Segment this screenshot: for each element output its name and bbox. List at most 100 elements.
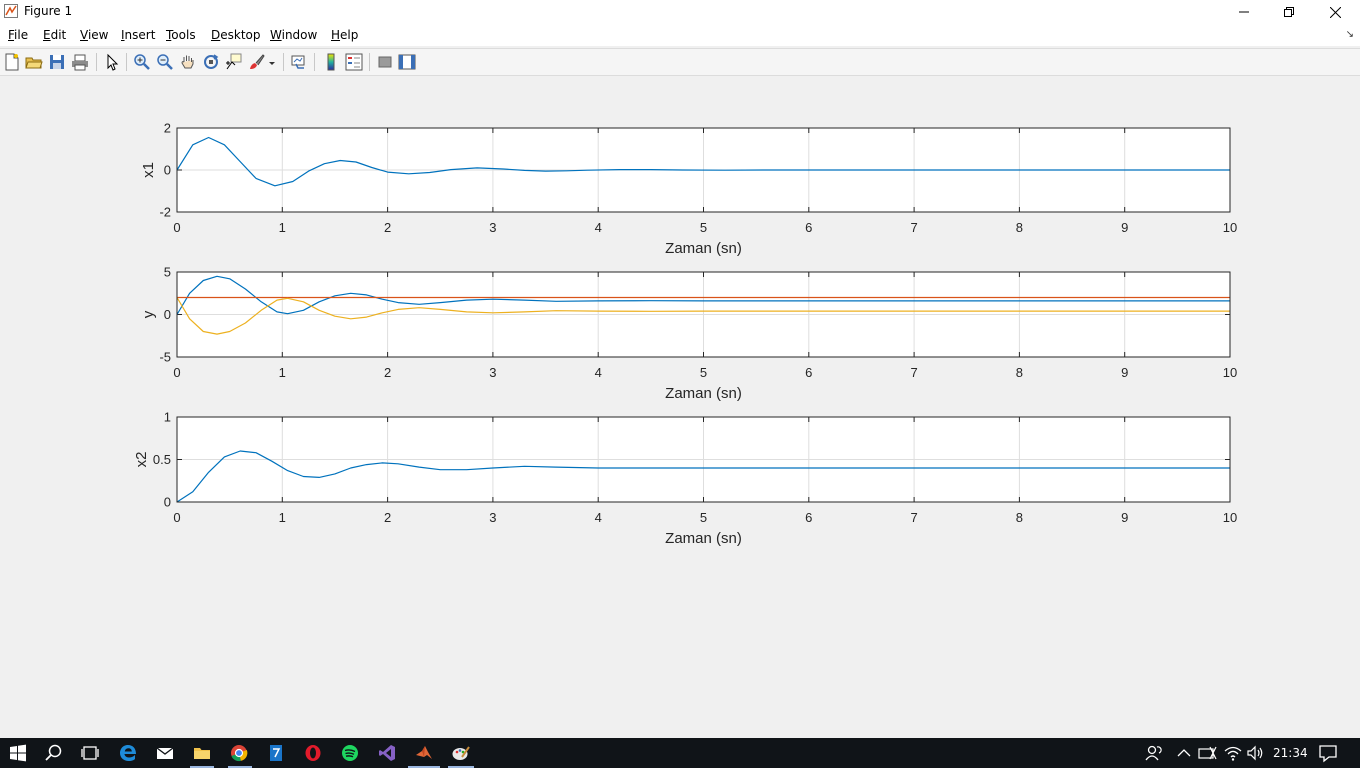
chevron-down-icon[interactable] [266,53,278,71]
dock-arrow-icon[interactable]: ↘ [1345,29,1354,40]
x-tick-label: 5 [700,220,707,235]
x-tick-label: 9 [1121,510,1128,525]
task-view-icon[interactable] [80,743,100,763]
restore-button[interactable] [1266,0,1312,24]
x-tick-label: 6 [805,365,812,380]
minimize-button[interactable] [1221,0,1267,24]
visual-studio-icon[interactable] [377,743,397,763]
close-button[interactable] [1312,0,1358,24]
x-tick-label: 1 [279,510,286,525]
toolbar-separator [314,53,315,71]
pan-hand-icon[interactable] [179,53,197,71]
x-tick-label: 3 [489,510,496,525]
menu-edit[interactable]: Edit [43,28,67,42]
brush-icon[interactable] [248,53,266,71]
spotify-icon[interactable] [340,743,360,763]
close-icon [1329,6,1341,18]
save-icon[interactable] [48,53,66,71]
running-indicator [190,766,214,768]
menu-desktop[interactable]: Desktop [211,28,261,42]
y-tick-label: 5 [164,265,171,280]
hide-plot-tools-icon[interactable] [376,53,394,71]
x-tick-label: 9 [1121,220,1128,235]
y-tick-label: -5 [159,350,171,365]
toolbar-separator [369,53,370,71]
window-titlebar: Figure 1 [0,0,1360,24]
new-figure-icon[interactable] [3,53,21,71]
rotate-3d-icon[interactable] [202,53,220,71]
x-tick-label: 7 [910,220,917,235]
notification-icon[interactable] [1318,743,1338,763]
axes-frame [176,271,1231,358]
menu-file[interactable]: File [8,28,29,42]
windows-start-icon[interactable] [8,743,28,763]
show-plot-tools-icon[interactable] [398,53,416,71]
x-tick-label: 4 [595,510,602,525]
edit-plot-arrow-icon[interactable] [103,53,121,71]
window-title: Figure 1 [24,4,73,18]
x-tick-label: 8 [1016,220,1023,235]
x-tick-label: 4 [595,365,602,380]
app-icon[interactable] [266,743,286,763]
menu-insert[interactable]: Insert [121,28,156,42]
file-explorer-icon[interactable] [192,743,212,763]
x-tick-label: 7 [910,365,917,380]
legend-icon[interactable] [345,53,363,71]
colorbar-icon[interactable] [322,53,340,71]
menu-bar: File Edit View Insert Tools Desktop Wind… [0,24,1360,46]
menu-view[interactable]: View [80,28,109,42]
x-tick-label: 0 [173,510,180,525]
restore-icon [1284,7,1294,17]
axes-frame [176,416,1231,503]
menu-help[interactable]: Help [331,28,359,42]
data-cursor-icon[interactable] [225,53,243,71]
toolbar-separator [126,53,127,71]
x-tick-label: 5 [700,510,707,525]
x-tick-label: 6 [805,510,812,525]
y-tick-label: 2 [164,121,171,136]
x-tick-label: 0 [173,220,180,235]
x-axis-label: Zaman (sn) [665,240,742,257]
zoom-in-icon[interactable] [133,53,151,71]
matlab-figure-icon [4,4,18,18]
volume-icon[interactable] [1245,743,1265,763]
menu-tools[interactable]: Tools [166,28,196,42]
menu-window[interactable]: Window [270,28,318,42]
x-tick-label: 2 [384,510,391,525]
running-indicator-active [408,766,440,768]
chrome-icon[interactable] [229,743,249,763]
series-line [176,297,1230,335]
search-icon[interactable] [44,743,64,763]
series-line [176,275,1230,315]
wifi-icon[interactable] [1223,743,1243,763]
print-icon[interactable] [71,53,89,71]
toolbar-separator [96,53,97,71]
edge-icon[interactable] [118,743,138,763]
clock-time[interactable]: 21:34 [1273,746,1308,760]
x-tick-label: 10 [1223,365,1237,380]
x-tick-label: 10 [1223,510,1237,525]
x-tick-label: 6 [805,220,812,235]
x-axis-label: Zaman (sn) [665,530,742,547]
zoom-out-icon[interactable] [156,53,174,71]
y-tick-label: 0 [164,163,171,178]
y-axis-label: y [140,310,157,318]
people-icon[interactable] [1144,743,1164,763]
chevron-up-icon[interactable] [1174,743,1194,763]
opera-icon[interactable] [303,743,323,763]
link-plot-icon[interactable] [290,53,308,71]
y-tick-label: 1 [164,410,171,425]
running-indicator [228,766,252,768]
series-line [176,136,1230,187]
open-file-icon[interactable] [25,53,43,71]
matlab-icon[interactable] [414,743,434,763]
minimize-icon [1239,11,1249,13]
mail-icon[interactable] [155,743,175,763]
x-tick-label: 8 [1016,510,1023,525]
y-tick-label: 0 [164,495,171,510]
y-axis-label: x1 [140,162,157,178]
x-axis-label: Zaman (sn) [665,385,742,402]
paint-icon[interactable] [451,743,471,763]
keyboard-icon[interactable] [1198,743,1218,763]
